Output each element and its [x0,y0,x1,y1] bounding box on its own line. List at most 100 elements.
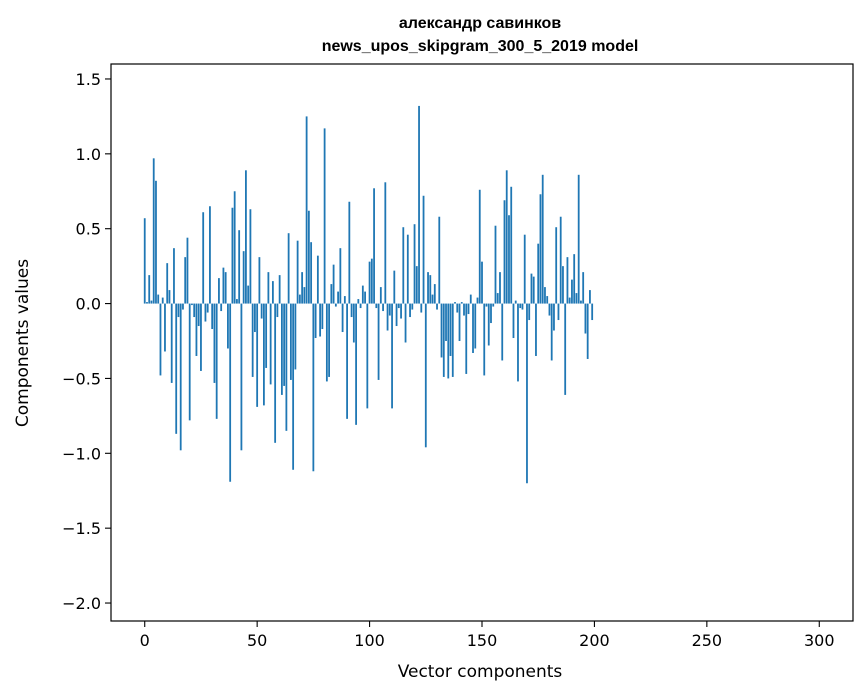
bar-175 [537,243,540,304]
bar-51 [258,257,261,304]
bar-102 [373,188,375,304]
bar-24 [197,303,200,327]
bar-189 [568,297,571,304]
bar-148 [476,297,479,304]
bar-33 [218,278,220,304]
x-tick-label: 50 [247,631,267,650]
bar-192 [575,293,578,304]
bar-3 [150,300,153,304]
bar-57 [271,281,274,304]
bar-120 [413,224,416,304]
bar-31 [213,303,216,383]
bar-9 [164,303,166,352]
bar-92 [350,303,353,318]
bar-194 [580,300,582,304]
bar-27 [204,303,207,322]
bar-76 [314,303,317,339]
bar-78 [319,303,322,337]
bar-12 [170,303,173,383]
bar-134 [445,303,447,341]
bar-114 [400,303,402,319]
bar-62 [283,303,286,386]
bar-5 [155,180,157,304]
bar-82 [328,303,330,377]
x-tick-label: 150 [467,631,498,650]
bar-197 [586,303,589,359]
bar-152 [485,303,488,307]
bar-112 [395,303,398,327]
bar-43 [240,303,243,451]
bar-159 [501,303,504,361]
bar-188 [566,257,569,304]
bar-64 [287,233,290,304]
bar-177 [541,174,544,304]
bar-144 [467,303,470,315]
bar-182 [553,303,555,331]
bar-157 [496,293,499,304]
y-tick-label: 0.0 [76,295,101,314]
bar-146 [472,303,474,353]
bar-11 [168,290,171,304]
bar-122 [418,105,420,304]
y-tick-label: −0.5 [62,369,101,388]
bar-26 [202,212,205,304]
bar-32 [215,303,218,419]
bar-16 [179,303,182,451]
bar-42 [238,230,241,304]
bar-164 [512,303,515,339]
bar-93 [352,303,355,343]
bar-167 [519,303,522,309]
bar-168 [521,303,524,310]
bar-23 [195,303,198,356]
x-tick-label: 300 [804,631,835,650]
bar-85 [334,303,337,307]
bar-74 [310,242,313,304]
bar-180 [548,303,551,316]
bar-0 [143,218,146,304]
bar-117 [406,234,409,304]
y-tick-label: 1.0 [76,145,101,164]
bar-87 [339,248,342,304]
bar-103 [375,303,378,309]
bar-29 [209,206,211,304]
bar-183 [555,227,558,304]
bar-196 [584,303,587,334]
bar-30 [211,303,214,330]
bar-107 [384,182,387,304]
bar-71 [303,287,306,304]
bar-156 [494,225,497,304]
bar-45 [245,170,247,304]
bar-127 [429,275,432,304]
bar-198 [589,290,591,304]
bar-125 [424,303,427,448]
chart-subtitle: news_upos_skipgram_300_5_2019 model [322,38,639,55]
bar-10 [166,263,169,304]
bar-48 [251,303,254,377]
bar-109 [388,303,391,316]
x-tick-label: 200 [579,631,610,650]
bar-119 [411,303,414,310]
bar-81 [325,303,328,382]
bar-126 [427,272,429,304]
bar-94 [355,303,357,425]
bar-36 [224,272,227,304]
bar-138 [454,302,456,304]
bar-77 [316,255,319,304]
bar-6 [157,294,160,304]
bar-73 [307,210,310,304]
bar-142 [463,303,465,316]
bar-124 [422,195,425,304]
bar-141 [460,302,463,304]
y-axis-ticks: −2.0 −1.5 −1.0 −0.5 0.0 0.5 1.0 1.5 [62,70,111,613]
x-axis-label: Vector components [398,662,563,682]
bar-111 [393,270,396,304]
bar-59 [276,303,279,318]
bar-139 [456,303,459,313]
bar-47 [249,209,252,304]
bar-155 [492,303,495,307]
bar-181 [550,303,553,361]
bar-170 [526,303,528,484]
bar-34 [220,303,223,312]
bar-106 [382,303,384,312]
